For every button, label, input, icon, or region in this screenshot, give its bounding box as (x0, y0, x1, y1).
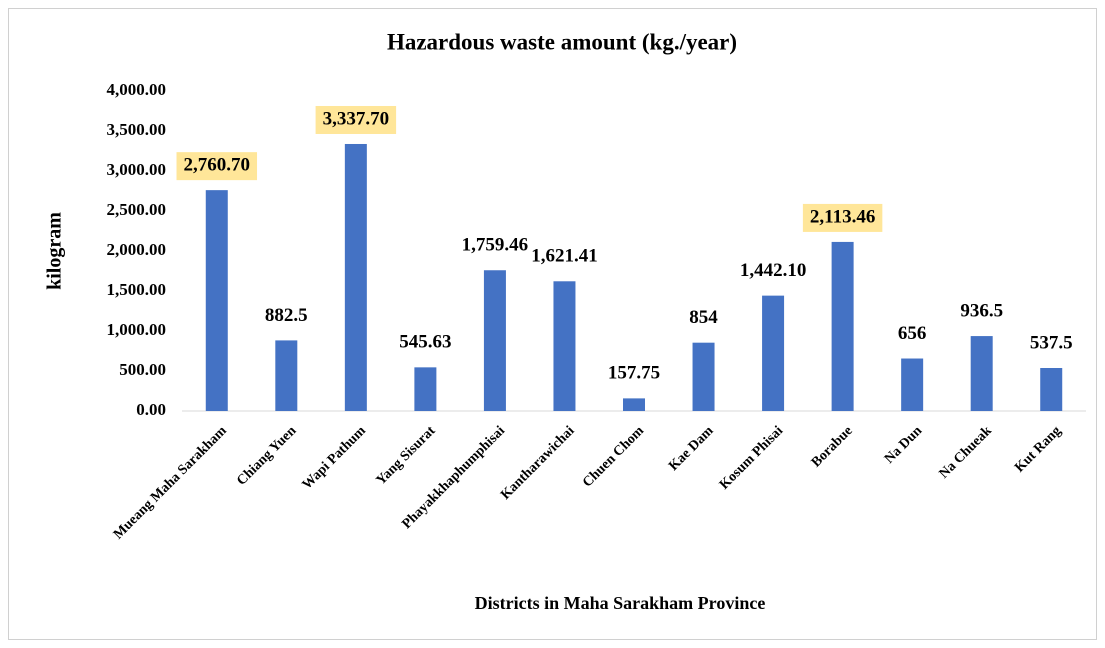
value-label: 656 (898, 323, 927, 344)
y-tick-label: 3,000.00 (107, 160, 167, 179)
y-tick-label: 1,500.00 (107, 280, 167, 299)
value-label: 882.5 (265, 305, 308, 326)
value-label: 854 (689, 307, 718, 328)
bar (831, 241, 854, 411)
y-tick-label: 2,500.00 (107, 200, 167, 219)
value-label: 545.63 (399, 332, 451, 353)
bar (901, 358, 924, 411)
value-label: 157.75 (608, 363, 660, 384)
value-label: 2,113.46 (810, 206, 875, 227)
value-label: 1,759.46 (462, 235, 529, 256)
x-axis-label: Districts in Maha Sarakham Province (475, 593, 766, 613)
value-label-highlight (802, 203, 883, 232)
bar (1040, 368, 1063, 411)
value-label: 1,621.41 (531, 246, 598, 267)
bar (970, 336, 993, 411)
bar (275, 340, 298, 411)
chart-frame (8, 8, 1097, 640)
bar (762, 295, 785, 411)
y-axis-label: kilogram (44, 212, 66, 290)
value-label: 3,337.70 (323, 108, 390, 129)
bar (692, 342, 715, 411)
chart-title: Hazardous waste amount (kg./year) (387, 29, 737, 54)
y-tick-label: 500.00 (119, 360, 166, 379)
y-tick-label: 1,000.00 (107, 320, 167, 339)
value-label: 2,760.70 (184, 155, 251, 176)
y-tick-label: 3,500.00 (107, 120, 167, 139)
bar (623, 398, 645, 411)
bar (414, 367, 437, 411)
y-tick-label: 2,000.00 (107, 240, 167, 259)
y-tick-label: 0.00 (136, 400, 166, 419)
value-label: 537.5 (1030, 332, 1073, 353)
y-tick-label: 4,000.00 (107, 80, 167, 99)
bar (205, 190, 228, 411)
bar (553, 281, 576, 411)
bar (483, 270, 506, 411)
value-label-highlight (315, 105, 397, 134)
value-label: 1,442.10 (740, 260, 807, 281)
value-label-highlight (176, 152, 258, 181)
value-label: 936.5 (960, 300, 1003, 321)
bar (344, 143, 367, 411)
